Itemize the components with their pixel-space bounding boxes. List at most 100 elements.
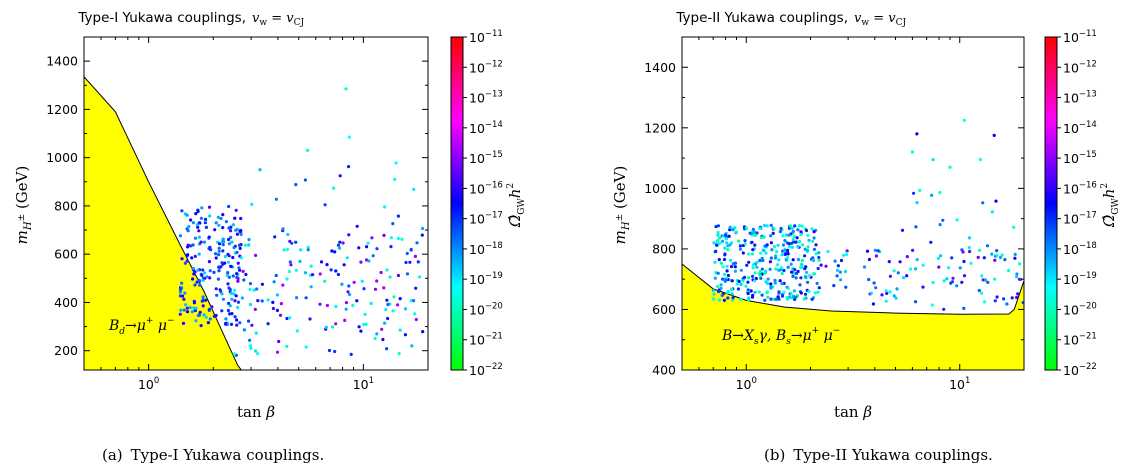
data-point [812, 272, 816, 276]
data-point [937, 265, 941, 269]
data-point [758, 226, 762, 230]
data-point [274, 273, 278, 278]
data-point [968, 249, 972, 254]
data-point [193, 254, 197, 258]
data-point [950, 280, 955, 284]
data-point [725, 241, 729, 245]
data-point [1010, 296, 1014, 300]
data-point [412, 187, 416, 191]
data-point [776, 295, 780, 299]
data-point [231, 223, 235, 227]
data-point [955, 218, 959, 222]
data-point [716, 230, 720, 235]
data-point [224, 317, 228, 321]
data-point [344, 87, 348, 91]
data-point [799, 232, 803, 237]
data-point [791, 258, 795, 262]
data-point [373, 336, 377, 341]
data-point [346, 290, 350, 294]
data-point [803, 267, 807, 271]
data-point [811, 239, 815, 243]
data-point [330, 249, 334, 253]
data-point [931, 158, 935, 162]
data-point [993, 277, 997, 281]
data-point [347, 165, 351, 169]
data-point [759, 251, 763, 255]
data-point [286, 232, 290, 237]
colorbar-tick-label: 10−18 [469, 241, 503, 257]
data-point [978, 248, 982, 252]
data-point [338, 246, 342, 250]
data-point [803, 254, 807, 258]
data-point [748, 231, 752, 235]
data-point [200, 206, 204, 210]
data-point [327, 348, 332, 353]
data-point [179, 308, 183, 312]
data-point [235, 318, 239, 322]
data-point [396, 273, 400, 278]
x-tick-label: 100 [736, 376, 757, 392]
colorbar-tick-label: 10−12 [469, 59, 503, 75]
colorbar-tick-label: 10−13 [1063, 90, 1097, 106]
data-point [788, 224, 792, 228]
data-point [865, 249, 870, 253]
data-point [256, 299, 260, 303]
data-point [716, 224, 721, 228]
data-point [874, 286, 878, 290]
y-tick-label: 400 [54, 295, 78, 310]
data-point [201, 268, 205, 272]
data-point [764, 280, 768, 284]
data-point [398, 297, 402, 301]
data-point [237, 266, 241, 270]
data-point [208, 317, 212, 321]
data-point [230, 312, 234, 316]
data-point [729, 258, 733, 262]
data-point [381, 337, 385, 342]
data-point [201, 295, 205, 299]
data-point [905, 255, 909, 259]
data-point [201, 304, 205, 308]
colorbar-b [1044, 36, 1058, 371]
data-point [769, 285, 773, 289]
data-point [208, 214, 212, 218]
data-point [182, 297, 186, 301]
data-point [898, 260, 902, 264]
data-point [803, 247, 807, 251]
data-point [793, 224, 797, 228]
data-point [219, 289, 223, 293]
data-point [239, 232, 243, 236]
data-point [895, 287, 899, 291]
data-point [727, 234, 731, 238]
data-point [722, 298, 727, 302]
data-point [351, 303, 355, 307]
data-point [344, 307, 348, 311]
data-point [812, 236, 816, 240]
data-point [718, 241, 722, 245]
data-point [214, 252, 218, 256]
data-point [254, 349, 258, 353]
colorbar-tick-label: 10−22 [469, 362, 503, 378]
colorbar-tick-label: 10−16 [469, 180, 503, 196]
data-point [775, 250, 779, 254]
data-point [362, 287, 366, 291]
data-point [725, 269, 729, 273]
data-point [781, 234, 785, 238]
data-point [217, 253, 221, 257]
data-point [221, 237, 225, 241]
data-point [769, 256, 774, 260]
data-point [236, 300, 241, 304]
data-point [397, 352, 401, 356]
data-point [420, 233, 424, 237]
data-point [753, 271, 757, 275]
data-point [413, 312, 417, 316]
data-point [962, 259, 966, 264]
data-point [947, 266, 951, 270]
data-point [787, 242, 791, 246]
data-point [178, 290, 182, 294]
data-point [329, 268, 333, 272]
data-point [747, 296, 751, 300]
data-point [303, 178, 307, 182]
data-point [726, 244, 730, 248]
data-point [400, 237, 404, 241]
